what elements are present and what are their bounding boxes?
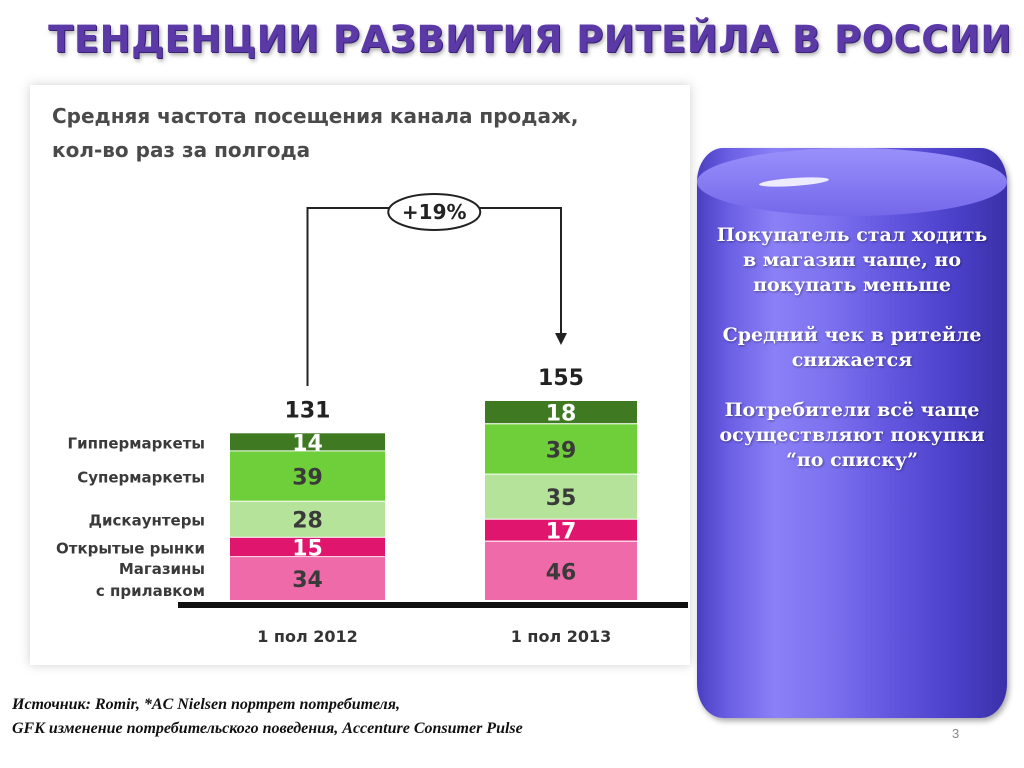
chart-panel: Средняя частота посещения канала продаж,… [30, 85, 690, 665]
bar-value-label-2-2: 17 [546, 520, 577, 545]
bar-value-label-5-2: 18 [546, 402, 577, 427]
page-number: 3 [952, 726, 960, 741]
stacked-bar-chart: Средняя частота посещения канала продаж,… [52, 104, 688, 646]
bar-value-label-3-1: 28 [292, 509, 323, 534]
series-label-3-1: Дискаунтеры [89, 512, 205, 530]
bar-3-2 [485, 474, 637, 519]
change-connector [306, 207, 562, 386]
cylinder-top [697, 148, 1007, 216]
slide-title: ТЕНДЕНЦИИ РАЗВИТИЯ РИТЕЙЛА В РОССИИ [48, 18, 1012, 61]
bar-1-1 [230, 557, 385, 600]
bar-4-1 [230, 451, 385, 501]
callout-paragraph-1: Покупатель стал ходить в магазин чаще, н… [716, 224, 988, 296]
callout-cylinder: Покупатель стал ходить в магазин чаще, н… [697, 148, 1007, 718]
chart-title-line-1: Средняя частота посещения канала продаж, [52, 104, 578, 128]
bar-value-label-4-2: 39 [546, 438, 577, 463]
bar-2-2 [485, 519, 637, 541]
change-badge [387, 193, 482, 231]
source-note: Источник: Romir, *AC Nielsen портрет пот… [12, 693, 523, 741]
series-label-4-1: Супермаркеты [77, 469, 205, 487]
callout-text: Покупатель стал ходить в магазин чаще, н… [707, 223, 997, 498]
change-label: +19% [402, 200, 467, 224]
x-tick-label-1: 1 пол 2012 [257, 627, 358, 646]
bar-3-1 [230, 501, 385, 537]
bar-value-label-1-2: 46 [546, 560, 577, 585]
series-label-1-1: Магазины [119, 560, 205, 578]
bar-1-2 [485, 541, 637, 600]
source-line-1: Источник: Romir, *AC Nielsen портрет пот… [12, 696, 400, 713]
callout-paragraph-2: Средний чек в ритейле снижается [722, 324, 982, 371]
callout-paragraph-4: “по списку” [785, 449, 919, 471]
source-line-2: GFK изменение потребительского поведения… [12, 720, 523, 737]
total-label-1: 131 [285, 398, 331, 423]
bar-value-label-3-2: 35 [546, 486, 577, 511]
bar-value-label-2-1: 15 [292, 537, 323, 562]
series-label-2-1: Открытые рынки [56, 540, 205, 558]
bar-value-label-4-1: 39 [292, 466, 323, 491]
bar-4-2 [485, 424, 637, 474]
series-label-5-1: Гиппермаркеты [68, 434, 205, 452]
change-arrowhead [555, 333, 567, 345]
x-tick-label-2: 1 пол 2013 [511, 627, 612, 646]
chart-title-line-2: кол-во раз за полгода [52, 138, 310, 162]
bar-5-1 [230, 433, 385, 451]
series-label-1-2: с прилавком [96, 582, 205, 600]
bar-value-label-5-1: 14 [292, 431, 323, 456]
bar-2-1 [230, 537, 385, 557]
bar-value-label-1-1: 34 [292, 568, 323, 593]
bar-5-2 [485, 401, 637, 424]
total-label-2: 155 [538, 366, 584, 391]
callout-paragraph-3: Потребители всё чаще осуществляют покупк… [719, 399, 985, 446]
